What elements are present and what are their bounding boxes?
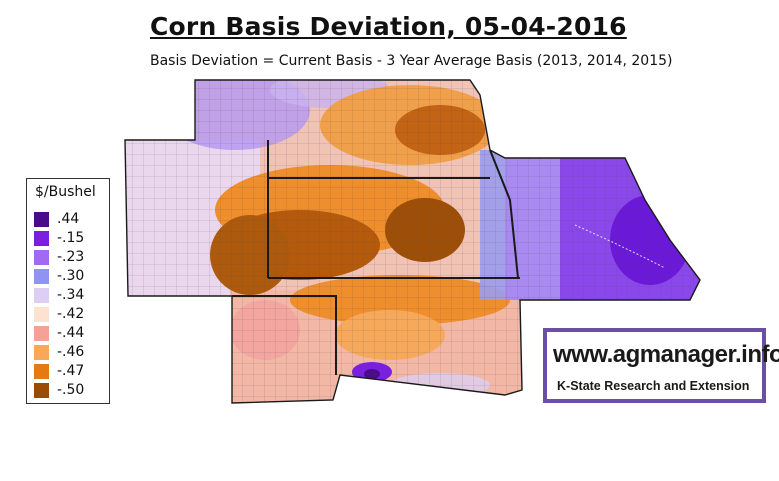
legend-item: .44 (34, 211, 79, 227)
legend-swatch (34, 287, 49, 303)
legend-label: -.47 (57, 363, 85, 379)
logo-organization: K-State Research and Extension (557, 379, 750, 393)
legend-swatch (34, 325, 49, 341)
legend-label: -.50 (57, 382, 85, 398)
state-borders (124, 79, 701, 404)
map-title: Corn Basis Deviation, 05-04-2016 (150, 12, 627, 41)
legend-item: -.42 (34, 306, 84, 322)
legend-label: -.42 (57, 306, 85, 322)
legend-item: -.15 (34, 230, 84, 246)
map-subtitle: Basis Deviation = Current Basis - 3 Year… (150, 53, 673, 69)
legend-label: -.44 (57, 325, 85, 341)
legend: $/Bushel .44 -.15 -.23 -.30 -.34 -.42 -.… (26, 178, 110, 404)
legend-label: -.34 (57, 287, 85, 303)
legend-swatch (34, 249, 49, 265)
logo-site-url: www.agmanager.info (553, 341, 779, 368)
legend-swatch (34, 306, 49, 322)
legend-swatch (34, 211, 49, 227)
legend-label: -.15 (57, 230, 85, 246)
legend-title: $/Bushel (35, 184, 96, 200)
legend-item: -.23 (34, 249, 84, 265)
legend-label: -.30 (57, 268, 85, 284)
legend-label: -.23 (57, 249, 85, 265)
legend-swatch (34, 268, 49, 284)
legend-item: -.50 (34, 382, 84, 398)
legend-swatch (34, 230, 49, 246)
legend-swatch (34, 344, 49, 360)
legend-item: -.46 (34, 344, 84, 360)
legend-item: -.34 (34, 287, 84, 303)
legend-swatch (34, 382, 49, 398)
river-line (574, 224, 666, 269)
legend-label: .44 (57, 211, 80, 227)
agmanager-logo[interactable]: www.agmanager.info K-State Research and … (543, 328, 779, 403)
legend-item: -.30 (34, 268, 84, 284)
legend-label: -.46 (57, 344, 85, 360)
legend-swatch (34, 363, 49, 379)
legend-item: -.47 (34, 363, 84, 379)
legend-item: -.44 (34, 325, 84, 341)
